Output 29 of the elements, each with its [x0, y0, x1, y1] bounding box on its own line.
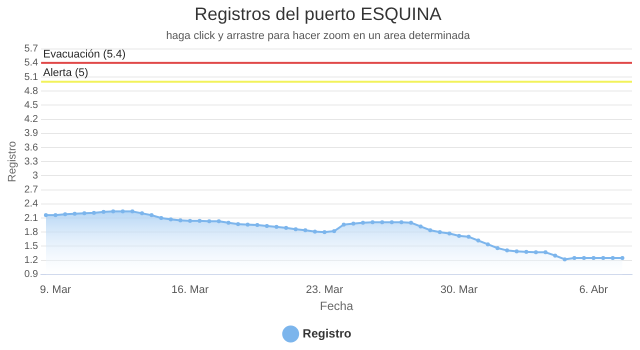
y-tick-label: 4.2 [24, 114, 39, 126]
y-tick-label: 4.5 [24, 100, 39, 111]
y-tick-label: 5.1 [24, 72, 39, 83]
y-tick-label: 2.1 [24, 212, 39, 224]
chart-subtitle: haga click y arrastre para hacer zoom en un area determinada [166, 30, 471, 42]
y-tick-label: 3 [32, 170, 39, 182]
y-tick-label: 3.6 [24, 142, 39, 154]
chart-title: Registros del puerto ESQUINA [194, 4, 442, 24]
y-tick-label: 4.8 [24, 86, 39, 97]
legend-label: Registro [302, 326, 352, 340]
x-tick-label: 30. Mar [440, 284, 478, 296]
y-tick-label: 5.4 [24, 58, 39, 69]
x-tick-label: 23. Mar [306, 284, 344, 296]
y-tick-label: 3.3 [24, 156, 39, 168]
x-tick-label: 16. Mar [171, 284, 210, 296]
y-tick-label: 1.5 [24, 240, 39, 252]
x-tick-label: 6. Abr [579, 284, 608, 296]
y-tick-label: 1.8 [24, 226, 39, 238]
y-axis-title: Registro [6, 141, 19, 182]
y-tick-label: 0.9 [24, 269, 39, 280]
x-axis-title: Fecha [320, 299, 354, 314]
y-tick-label: 5.7 [24, 44, 39, 55]
y-tick-label: 3.9 [24, 128, 39, 140]
y-tick-label: 1.2 [24, 255, 39, 266]
y-tick-label: 2.7 [24, 184, 39, 196]
x-tick-label: 9. Mar [40, 284, 72, 296]
ref-line-label: Evacuación (5.4) [43, 48, 126, 60]
ref-line-label: Alerta (5) [43, 67, 88, 80]
y-tick-label: 2.4 [24, 198, 39, 210]
